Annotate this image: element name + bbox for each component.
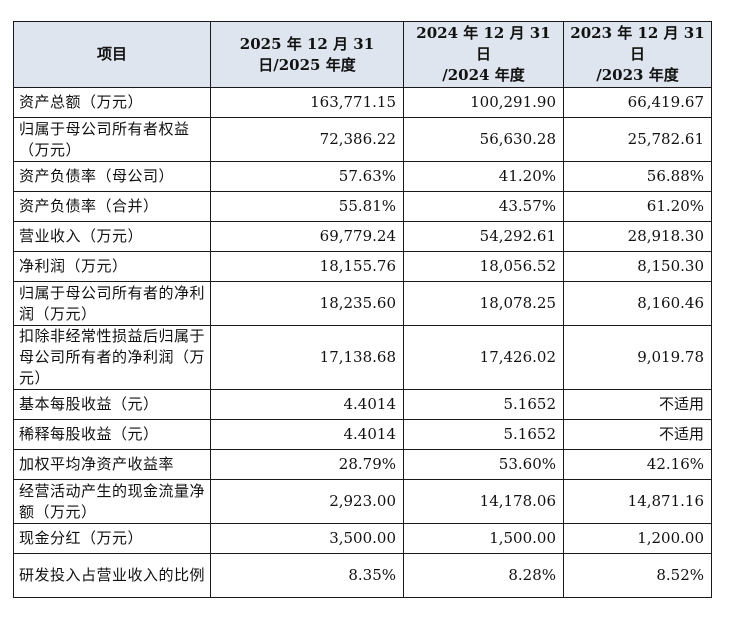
- financial-summary-table: 项目 2025 年 12 月 31 日/2025 年度 2024 年 12 月 …: [13, 21, 712, 598]
- cell-2024: 5.1652: [403, 419, 564, 450]
- cell-2025: 4.4014: [210, 419, 404, 450]
- row-label: 加权平均净资产收益率: [13, 449, 211, 480]
- cell-2025: 17,138.68: [210, 325, 404, 390]
- cell-2023: 不适用: [563, 419, 712, 450]
- cell-2025: 3,500.00: [210, 523, 404, 554]
- cell-2024: 5.1652: [403, 389, 564, 420]
- cell-2023: 8.52%: [563, 553, 712, 598]
- table-row: 归属于母公司所有者的净利润（万元） 18,235.60 18,078.25 8,…: [13, 281, 712, 326]
- row-label: 经营活动产生的现金流量净额（万元）: [13, 479, 211, 524]
- header-row: 项目 2025 年 12 月 31 日/2025 年度 2024 年 12 月 …: [13, 21, 712, 88]
- table-row: 研发投入占营业收入的比例 8.35% 8.28% 8.52%: [13, 553, 712, 598]
- cell-2023: 1,200.00: [563, 523, 712, 554]
- header-2023: 2023 年 12 月 31 日 /2023 年度: [563, 21, 712, 88]
- cell-2023: 61.20%: [563, 191, 712, 222]
- cell-2025: 163,771.15: [210, 87, 404, 118]
- table-row: 现金分红（万元） 3,500.00 1,500.00 1,200.00: [13, 523, 712, 554]
- cell-2025: 55.81%: [210, 191, 404, 222]
- cell-2025: 69,779.24: [210, 221, 404, 252]
- table-row: 扣除非经常性损益后归属于母公司所有者的净利润（万元） 17,138.68 17,…: [13, 325, 712, 390]
- cell-2024: 8.28%: [403, 553, 564, 598]
- table-row: 稀释每股收益（元） 4.4014 5.1652 不适用: [13, 419, 712, 450]
- cell-2025: 4.4014: [210, 389, 404, 420]
- table-row: 资产负债率（合并） 55.81% 43.57% 61.20%: [13, 191, 712, 222]
- row-label: 资产负债率（母公司）: [13, 161, 211, 192]
- row-label: 归属于母公司所有者权益（万元）: [13, 117, 211, 162]
- cell-2023: 不适用: [563, 389, 712, 420]
- cell-2023: 9,019.78: [563, 325, 712, 390]
- header-2023-line2: /2023 年度: [596, 66, 679, 84]
- header-2025-line2: 日/2025 年度: [258, 55, 356, 74]
- cell-2023: 66,419.67: [563, 87, 712, 118]
- table-row: 资产负债率（母公司） 57.63% 41.20% 56.88%: [13, 161, 712, 192]
- row-label: 基本每股收益（元）: [13, 389, 211, 420]
- row-label: 研发投入占营业收入的比例: [13, 553, 211, 598]
- row-label: 营业收入（万元）: [13, 221, 211, 252]
- table-row: 资产总额（万元） 163,771.15 100,291.90 66,419.67: [13, 87, 712, 118]
- cell-2023: 8,150.30: [563, 251, 712, 282]
- cell-2024: 56,630.28: [403, 117, 564, 162]
- cell-2023: 42.16%: [563, 449, 712, 480]
- cell-2025: 18,235.60: [210, 281, 404, 326]
- cell-2024: 17,426.02: [403, 325, 564, 390]
- cell-2023: 28,918.30: [563, 221, 712, 252]
- cell-2023: 14,871.16: [563, 479, 712, 524]
- cell-2023: 25,782.61: [563, 117, 712, 162]
- cell-2025: 18,155.76: [210, 251, 404, 282]
- cell-2024: 43.57%: [403, 191, 564, 222]
- row-label: 稀释每股收益（元）: [13, 419, 211, 450]
- cell-2024: 53.60%: [403, 449, 564, 480]
- cell-2023: 8,160.46: [563, 281, 712, 326]
- header-item: 项目: [13, 21, 211, 88]
- row-label: 资产负债率（合并）: [13, 191, 211, 222]
- header-2025: 2025 年 12 月 31 日/2025 年度: [210, 21, 404, 88]
- row-label: 资产总额（万元）: [13, 87, 211, 118]
- header-2024-line1: 2024 年 12 月 31 日: [416, 24, 551, 63]
- table-row: 营业收入（万元） 69,779.24 54,292.61 28,918.30: [13, 221, 712, 252]
- cell-2025: 72,386.22: [210, 117, 404, 162]
- cell-2025: 57.63%: [210, 161, 404, 192]
- cell-2025: 8.35%: [210, 553, 404, 598]
- table-row: 经营活动产生的现金流量净额（万元） 2,923.00 14,178.06 14,…: [13, 479, 712, 524]
- financial-summary-table-container: 项目 2025 年 12 月 31 日/2025 年度 2024 年 12 月 …: [13, 21, 712, 598]
- header-2023-line1: 2023 年 12 月 31 日: [570, 24, 705, 63]
- table-row: 加权平均净资产收益率 28.79% 53.60% 42.16%: [13, 449, 712, 480]
- cell-2023: 56.88%: [563, 161, 712, 192]
- table-row: 净利润（万元） 18,155.76 18,056.52 8,150.30: [13, 251, 712, 282]
- row-label: 扣除非经常性损益后归属于母公司所有者的净利润（万元）: [13, 325, 211, 390]
- cell-2024: 41.20%: [403, 161, 564, 192]
- header-item-text: 项目: [96, 45, 127, 63]
- cell-2024: 14,178.06: [403, 479, 564, 524]
- table-row: 基本每股收益（元） 4.4014 5.1652 不适用: [13, 389, 712, 420]
- row-label: 净利润（万元）: [13, 251, 211, 282]
- header-2024-line2: /2024 年度: [442, 66, 525, 84]
- cell-2024: 1,500.00: [403, 523, 564, 554]
- cell-2025: 28.79%: [210, 449, 404, 480]
- cell-2024: 18,078.25: [403, 281, 564, 326]
- row-label: 归属于母公司所有者的净利润（万元）: [13, 281, 211, 326]
- header-2025-line1: 2025 年 12 月 31: [239, 34, 375, 53]
- table-row: 归属于母公司所有者权益（万元） 72,386.22 56,630.28 25,7…: [13, 117, 712, 162]
- cell-2024: 18,056.52: [403, 251, 564, 282]
- row-label: 现金分红（万元）: [13, 523, 211, 554]
- cell-2024: 100,291.90: [403, 87, 564, 118]
- cell-2025: 2,923.00: [210, 479, 404, 524]
- header-2024: 2024 年 12 月 31 日 /2024 年度: [403, 21, 564, 88]
- cell-2024: 54,292.61: [403, 221, 564, 252]
